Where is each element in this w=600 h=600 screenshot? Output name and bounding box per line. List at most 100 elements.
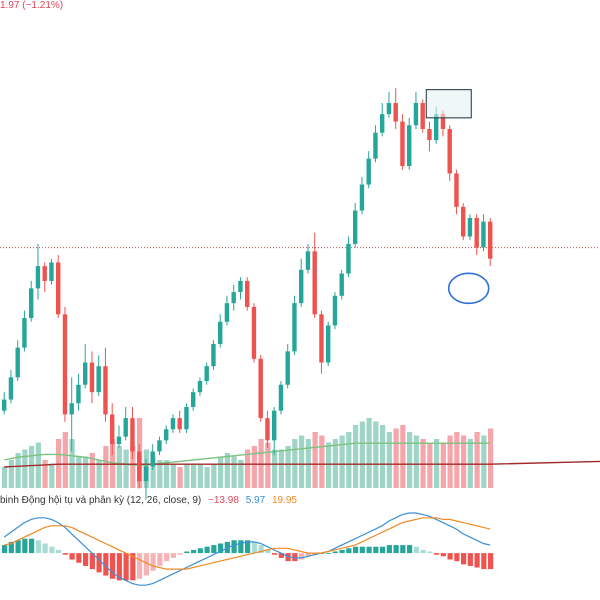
macd-histogram-bar — [110, 553, 116, 579]
candle-body — [272, 410, 277, 441]
candle-body — [305, 251, 311, 270]
macd-histogram-bar — [386, 545, 392, 554]
candle-body — [326, 325, 331, 363]
macd-histogram-bar — [434, 553, 440, 555]
price-change-header: 1.97 (−1.21%) — [0, 0, 64, 11]
candle-body — [447, 128, 452, 174]
candle-body — [110, 414, 115, 445]
macd-histogram-bar — [420, 549, 426, 554]
macd-histogram-bar — [312, 553, 318, 555]
candle-body — [265, 418, 270, 441]
volume-bar — [83, 456, 89, 488]
macd-line — [3, 512, 491, 586]
candle-body — [413, 103, 419, 126]
macd-histogram-bar — [49, 546, 55, 554]
macd-histogram-bar — [481, 553, 487, 570]
candle-body — [130, 418, 135, 452]
volume-bar — [224, 453, 230, 488]
candle-body — [170, 418, 176, 430]
macd-histogram-bar — [62, 553, 68, 555]
volume-bar — [380, 425, 386, 488]
macd-line-value: 5.97 — [245, 495, 266, 506]
macd-histogram-bar — [326, 553, 332, 554]
candle-body — [29, 288, 34, 319]
volume-bar — [454, 432, 460, 488]
macd-pane — [2, 512, 494, 586]
candle-body — [393, 103, 398, 122]
macd-histogram-bar — [373, 546, 379, 554]
macd-histogram-bar — [177, 553, 183, 555]
macd-histogram-bar — [22, 538, 28, 554]
macd-histogram-bar — [265, 549, 271, 554]
volume-bar — [447, 435, 453, 488]
volume-bar — [326, 442, 332, 488]
volume-bar — [29, 446, 35, 488]
volume-bar — [89, 453, 95, 488]
volume-bar — [440, 442, 446, 488]
macd-histogram-bar — [488, 553, 494, 570]
volume-bar — [413, 435, 419, 488]
macd-histogram-bar — [197, 548, 203, 554]
candle-body — [2, 399, 7, 411]
macd-histogram-bar — [461, 553, 467, 565]
candle-body — [359, 184, 365, 211]
macd-histogram-bar — [285, 553, 291, 562]
candle-body — [238, 280, 243, 293]
macd-histogram-bar — [42, 543, 48, 554]
candle-body — [211, 343, 216, 367]
volume-bar — [197, 463, 203, 488]
volume-bar — [407, 432, 413, 488]
candle-body — [224, 303, 230, 322]
candle-body — [231, 292, 236, 304]
candle-body — [319, 314, 324, 363]
candle-body — [69, 403, 74, 415]
macd-histogram-bar — [366, 546, 372, 554]
candle-body — [197, 381, 203, 393]
volume-bar — [251, 446, 257, 488]
volume-bar — [238, 460, 244, 488]
macd-histogram-bar — [103, 553, 109, 576]
macd-histogram-bar — [339, 549, 345, 554]
macd-legend: binh Động hội tụ và phân kỳ (12, 26, clo… — [0, 495, 297, 506]
macd-histogram-bar — [407, 545, 413, 554]
macd-signal-line — [4, 517, 491, 570]
highlight-ellipse — [447, 272, 490, 305]
macd-histogram-bar — [164, 553, 170, 562]
volume-bar — [103, 446, 109, 488]
macd-histogram-bar — [393, 545, 399, 554]
candle-body — [488, 221, 493, 259]
macd-histogram-value: −13.98 — [208, 495, 239, 506]
annotations — [425, 89, 490, 305]
macd-histogram-bar — [427, 551, 433, 554]
candle-body — [22, 318, 27, 348]
candle-body — [386, 103, 392, 115]
volume-bar — [461, 435, 467, 488]
volume-bar — [123, 449, 129, 488]
candle-body — [427, 128, 432, 141]
volume-bar — [285, 446, 291, 488]
macd-histogram-bar — [400, 545, 406, 554]
candle-body — [400, 121, 405, 167]
volume-bar — [22, 449, 28, 488]
candle-body — [454, 173, 459, 207]
candlesticks — [2, 88, 493, 500]
moving-averages — [4, 442, 600, 468]
candle-body — [103, 366, 108, 415]
macd-histogram-bar — [292, 553, 298, 562]
volume-bar — [278, 449, 284, 488]
macd-histogram-bar — [305, 553, 311, 557]
macd-histogram-bar — [69, 553, 75, 560]
candle-body — [157, 440, 162, 452]
candle-body — [366, 158, 371, 185]
macd-histogram-bar — [157, 553, 163, 566]
volume-bar — [319, 435, 325, 488]
volume-bar — [42, 460, 48, 488]
candle-body — [407, 125, 412, 167]
macd-histogram-bar — [332, 551, 338, 554]
volume-bar — [116, 446, 122, 488]
macd-histogram-bar — [2, 545, 8, 554]
volume-bar — [474, 432, 480, 488]
macd-histogram-bar — [278, 553, 284, 558]
volume-bar — [299, 435, 305, 488]
